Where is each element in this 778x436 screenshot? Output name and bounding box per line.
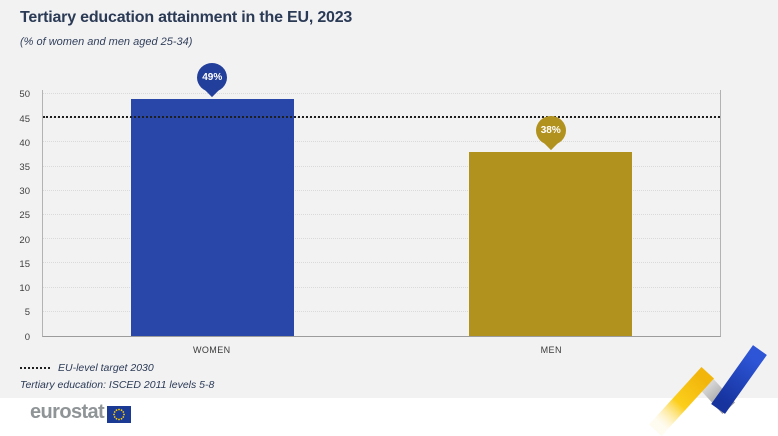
eu-target-line [43,116,720,119]
eu-flag-stars [113,408,126,420]
eurostat-wordmark: eurostat [30,401,105,423]
badge-pointer [543,135,558,151]
category-label-men: MEN [540,345,562,355]
gridline-10 [43,286,720,288]
bar-column-women: 49% [43,62,382,336]
eu-flag-icon [107,405,132,423]
gridline-25 [43,213,720,215]
value-badge-men: 38% [535,115,566,151]
y-tick-label-10: 10 [19,283,30,295]
chart-title: Tertiary education attainment in the EU,… [20,9,353,26]
gridline-20 [43,238,720,240]
value-badge-women: 49% [197,62,228,97]
y-tick-label-35: 35 [19,162,30,173]
zigzag-blue-segment [711,345,767,414]
x-axis: WOMEN MEN [42,345,721,355]
legend: EU-level target 2030 Tertiary education:… [20,359,214,393]
legend-note-row: Tertiary education: ISCED 2011 levels 5-… [20,376,214,393]
bar-column-men: 38% [382,90,721,336]
zigzag-yellow-segment [648,366,715,436]
eurostat-zigzag-decoration [648,345,767,436]
y-tick-label-25: 25 [19,210,30,222]
eurostat-logo: eurostat [30,401,132,424]
value-label-women: 49% [202,71,223,83]
bar-men [469,151,633,336]
legend-target-row: EU-level target 2030 [20,359,214,376]
gridline-50 [43,92,720,94]
chart-panel [0,0,778,398]
y-tick-label-45: 45 [19,113,30,125]
value-label-men: 38% [540,124,561,136]
legend-note: Tertiary education: ISCED 2011 levels 5-… [20,378,215,391]
footer: eurostat [0,398,778,436]
dotted-line-swatch [20,366,50,369]
gridline-30 [43,189,720,191]
bar-columns: 49% 38% [43,62,721,336]
gridline-15 [43,262,720,264]
y-tick-label-50: 50 [19,89,30,101]
badge-pointer [205,82,220,97]
category-label-women: WOMEN [193,345,231,355]
y-tick-label-40: 40 [19,137,30,149]
chart-subtitle: (% of women and men aged 25-34) [20,36,193,48]
y-axis: 0 5 10 15 20 25 30 35 40 45 50 [0,89,34,342]
y-tick-label-0: 0 [24,331,30,343]
gridline-40 [43,141,720,143]
y-tick-label-20: 20 [19,234,30,246]
y-tick-label-5: 5 [24,307,30,319]
plot-area: 49% 38% [42,62,721,337]
legend-target-label: EU-level target 2030 [58,361,154,374]
y-tick-label-30: 30 [19,186,30,198]
gridline-35 [43,165,720,167]
y-tick-label-15: 15 [19,258,30,270]
gridline-5 [43,310,720,312]
bar-women [130,98,294,336]
